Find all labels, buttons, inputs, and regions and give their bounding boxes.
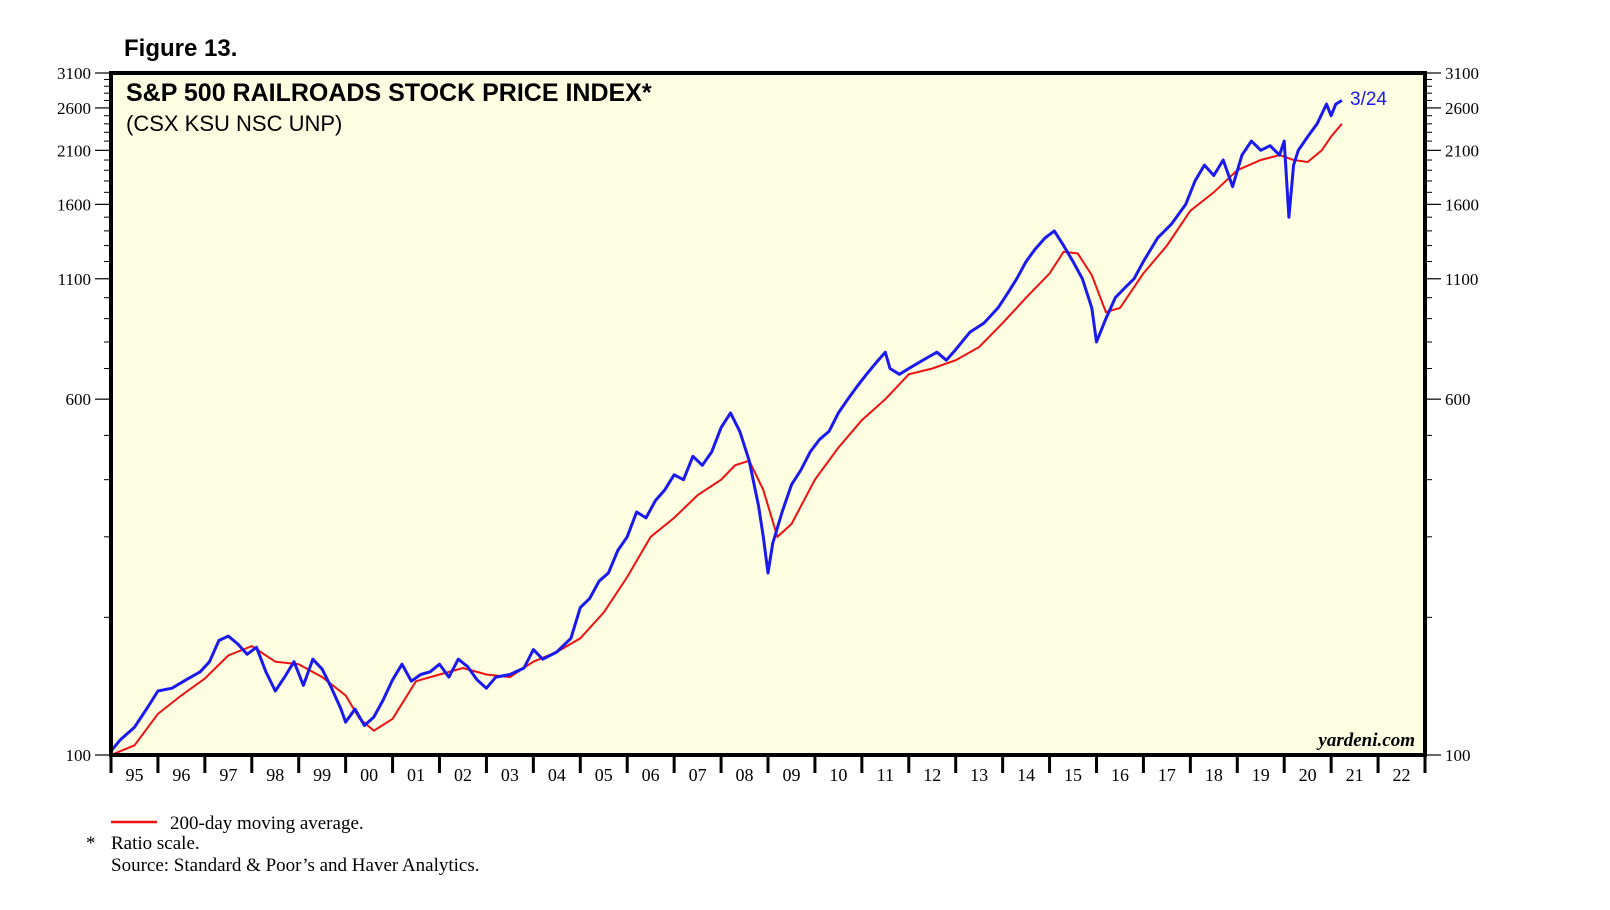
- x-tick-label: 03: [501, 765, 519, 785]
- y-tick-label-right: 1600: [1445, 195, 1479, 214]
- moving-average-line: [110, 123, 1343, 756]
- x-tick-label: 05: [595, 765, 613, 785]
- y-tick-label-left: 100: [66, 746, 92, 765]
- x-tick-label: 10: [829, 765, 847, 785]
- index-line: [109, 99, 1343, 753]
- x-tick-label: 02: [454, 765, 472, 785]
- x-tick-label: 99: [313, 765, 331, 785]
- chart-subtitle: (CSX KSU NSC UNP): [126, 111, 342, 136]
- x-tick-label: 15: [1064, 765, 1082, 785]
- x-tick-label: 00: [360, 765, 378, 785]
- x-tick-label: 07: [689, 765, 707, 785]
- x-tick-label: 97: [219, 765, 237, 785]
- y-tick-label-right: 1100: [1445, 270, 1478, 289]
- plot-background: [111, 73, 1425, 755]
- x-tick-label: 06: [642, 765, 660, 785]
- y-tick-label-left: 1600: [57, 195, 91, 214]
- x-tick-label: 19: [1252, 765, 1270, 785]
- x-tick-label: 22: [1393, 765, 1411, 785]
- y-tick-label-left: 2600: [57, 99, 91, 118]
- y-tick-label-left: 1100: [58, 270, 91, 289]
- x-tick-label: 95: [125, 765, 143, 785]
- y-tick-label-left: 3100: [57, 64, 91, 83]
- y-tick-label-left: 2100: [57, 141, 91, 160]
- y-axis-right: 100 600 1100 1600 2100 2600 3100: [1425, 64, 1479, 765]
- x-tick-label: 09: [782, 765, 800, 785]
- x-tick-label: 14: [1017, 765, 1035, 785]
- x-axis: 95 96 97 98 99 00 01 02 03 04 05 06 07 08 09 10 11 12 13 14…: [109, 755, 1427, 785]
- footnote-star: *: [86, 833, 96, 854]
- y-tick-label-right: 100: [1445, 746, 1471, 765]
- x-tick-label: 17: [1158, 765, 1176, 785]
- x-tick-label: 20: [1299, 765, 1317, 785]
- y-tick-label-right: 600: [1445, 390, 1471, 409]
- footnote-source: Source: Standard & Poor’s and Haver Anal…: [111, 855, 480, 876]
- x-tick-label: 98: [266, 765, 284, 785]
- plot-frame: [109, 71, 1427, 757]
- last-date-label: 3/24: [1350, 89, 1387, 110]
- footnote-ratio-scale: Ratio scale.: [111, 833, 200, 854]
- figure-label: Figure 13.: [124, 35, 237, 62]
- y-axis-left: 100 600 1100 1600 2100 2600 3100: [57, 64, 111, 765]
- x-tick-label: 18: [1205, 765, 1223, 785]
- y-tick-label-right: 2100: [1445, 141, 1479, 160]
- x-tick-label: 04: [548, 765, 566, 785]
- y-tick-label-right: 2600: [1445, 99, 1479, 118]
- source-watermark: yardeni.com: [1316, 730, 1415, 751]
- x-tick-label: 96: [172, 765, 190, 785]
- y-tick-label-right: 3100: [1445, 64, 1479, 83]
- y-tick-label-left: 600: [66, 390, 92, 409]
- x-tick-label: 12: [923, 765, 941, 785]
- x-tick-label: 16: [1111, 765, 1129, 785]
- x-tick-label: 11: [877, 765, 894, 785]
- x-tick-label: 01: [407, 765, 425, 785]
- chart-title: S&P 500 RAILROADS STOCK PRICE INDEX*: [126, 79, 652, 107]
- x-tick-label: 21: [1346, 765, 1364, 785]
- legend-ma-label: 200-day moving average.: [170, 813, 364, 834]
- x-tick-label: 08: [736, 765, 754, 785]
- x-tick-label: 13: [970, 765, 988, 785]
